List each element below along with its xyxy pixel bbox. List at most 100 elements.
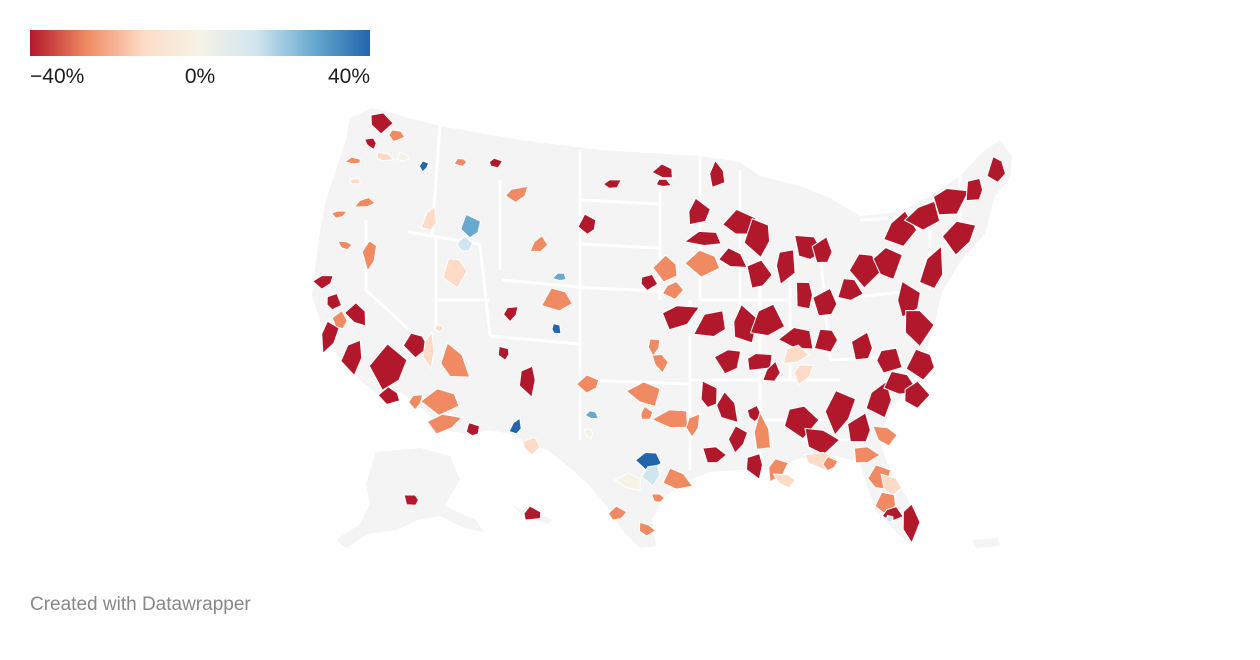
- county-region: [638, 521, 657, 537]
- county-region: [749, 303, 786, 337]
- county-region: [652, 254, 678, 283]
- county-region: [747, 352, 773, 371]
- county-region: [583, 428, 594, 440]
- county-region: [813, 328, 839, 353]
- county-region: [761, 360, 781, 382]
- county-region: [361, 240, 378, 272]
- county-region: [717, 247, 748, 268]
- puerto-rico-outline: [972, 538, 1000, 548]
- legend-min-label: −40%: [30, 65, 85, 88]
- county-region: [523, 505, 542, 521]
- county-region: [368, 343, 408, 391]
- credit-text: Created with Datawrapper: [30, 594, 251, 615]
- county-region: [904, 309, 935, 348]
- county-region: [702, 446, 728, 464]
- county-region: [504, 185, 529, 203]
- county-region: [343, 156, 361, 165]
- county-region: [775, 249, 796, 286]
- county-region: [743, 217, 771, 259]
- county-region: [502, 306, 519, 323]
- county-region: [349, 177, 361, 185]
- county-region: [403, 494, 419, 506]
- county-region: [700, 380, 718, 409]
- county-region: [745, 452, 764, 481]
- county-region: [396, 151, 411, 162]
- county-region: [904, 380, 931, 409]
- county-region: [419, 388, 460, 416]
- county-region: [902, 503, 921, 544]
- county-region: [986, 155, 1007, 183]
- county-region: [453, 157, 468, 168]
- county-region: [363, 137, 377, 151]
- county-region: [853, 446, 881, 464]
- county-region: [782, 344, 811, 365]
- county-region: [640, 464, 661, 487]
- county-region: [650, 409, 689, 429]
- county-region: [965, 177, 984, 202]
- county-region: [821, 455, 839, 472]
- county-region: [847, 412, 871, 443]
- county-region: [772, 473, 796, 489]
- county-region: [746, 404, 762, 423]
- county-region: [518, 365, 536, 399]
- county-region: [343, 302, 367, 327]
- county-region: [326, 292, 343, 311]
- county-region: [655, 178, 673, 188]
- county-region: [336, 240, 353, 251]
- county-region: [688, 197, 711, 226]
- county-region: [353, 196, 377, 208]
- color-legend: −40% 0% 40%: [30, 30, 370, 91]
- county-region: [388, 129, 406, 143]
- county-region: [872, 246, 903, 281]
- county-region: [407, 394, 424, 411]
- county-region: [876, 347, 903, 374]
- county-region: [370, 112, 394, 135]
- county-region: [442, 258, 468, 289]
- county-region: [709, 159, 726, 189]
- county-region: [824, 390, 857, 436]
- county-region: [529, 234, 549, 252]
- county-region: [640, 405, 654, 420]
- county-region: [455, 235, 474, 252]
- county-region: [377, 386, 401, 406]
- county-region: [508, 417, 522, 435]
- legend-gradient-bar: [30, 30, 370, 56]
- county-region: [613, 472, 642, 492]
- county-region: [577, 213, 597, 235]
- legend-labels: −40% 0% 40%: [30, 65, 370, 91]
- county-region: [651, 163, 673, 179]
- county-region: [897, 280, 921, 318]
- county-region: [715, 390, 739, 423]
- county-region: [426, 413, 463, 435]
- county-region: [795, 281, 814, 310]
- county-region: [575, 374, 600, 394]
- county-region: [713, 349, 742, 375]
- county-region: [768, 458, 790, 483]
- county-region: [418, 160, 430, 173]
- county-region: [434, 324, 445, 333]
- county-region: [793, 364, 815, 386]
- county-region: [311, 274, 334, 290]
- county-region: [521, 436, 541, 456]
- county-region: [783, 405, 820, 440]
- county-region: [941, 220, 977, 256]
- county-region: [812, 287, 838, 317]
- county-region: [402, 332, 430, 359]
- county-region: [640, 273, 659, 292]
- county-region: [551, 323, 562, 335]
- legend-max-label: 40%: [327, 65, 370, 88]
- county-region: [727, 425, 749, 454]
- county-region: [684, 249, 721, 278]
- county-region: [683, 230, 722, 247]
- county-region: [872, 425, 898, 447]
- county-region: [885, 514, 894, 524]
- county-region: [584, 410, 600, 420]
- county-region: [837, 278, 864, 301]
- county-region: [376, 151, 396, 162]
- county-region: [746, 259, 773, 289]
- county-region: [540, 287, 573, 312]
- county-region: [465, 421, 481, 437]
- county-region: [651, 353, 669, 374]
- county-region: [340, 339, 363, 377]
- county-region: [330, 210, 349, 219]
